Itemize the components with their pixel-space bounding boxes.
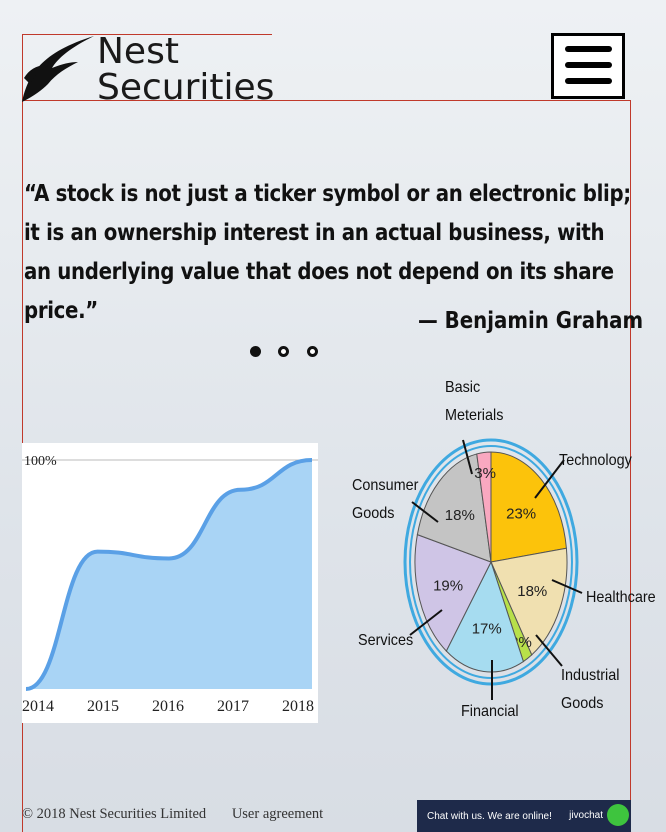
pie-slice-label: 3% bbox=[474, 465, 496, 482]
logo-text: Nest Securities bbox=[97, 34, 274, 106]
logo[interactable]: Nest Securities bbox=[20, 34, 300, 106]
pie-callout-arrow bbox=[535, 634, 563, 667]
area-chart: 100% 2014 2015 2016 2017 2018 bbox=[22, 454, 318, 715]
chat-text: Chat with us. We are online! bbox=[427, 810, 552, 822]
y-tick-label: 100% bbox=[24, 454, 57, 469]
menu-button[interactable] bbox=[551, 33, 625, 99]
swoosh-logo-icon bbox=[22, 36, 94, 102]
x-tick-label: 2017 bbox=[217, 698, 249, 715]
pie-callout-arrow bbox=[409, 609, 443, 636]
pie-category-label: Industrial bbox=[561, 666, 619, 684]
pie-category-label: Financial bbox=[461, 702, 519, 720]
chat-bubble-icon bbox=[607, 804, 629, 826]
chat-widget[interactable]: Chat with us. We are online! jivochat bbox=[417, 800, 631, 832]
pie-callout-arrow bbox=[411, 501, 439, 523]
x-tick-label: 2015 bbox=[87, 698, 119, 715]
logo-line-nest: Nest bbox=[97, 31, 179, 72]
carousel-dot-2[interactable] bbox=[278, 346, 289, 357]
pie-category-label: Consumer bbox=[352, 476, 418, 494]
pie-category-label: Meterials bbox=[445, 406, 504, 424]
footer: © 2018 Nest Securities Limited User agre… bbox=[22, 806, 345, 823]
pie-slice-label: 18% bbox=[445, 507, 475, 524]
pie-category-label: Technology bbox=[559, 451, 632, 469]
pie-slice bbox=[445, 560, 524, 673]
x-tick-label: 2016 bbox=[152, 698, 184, 715]
x-tick-label: 2014 bbox=[22, 698, 54, 715]
pie-slice bbox=[490, 451, 567, 563]
pie-category-label: Goods bbox=[352, 504, 395, 522]
pie-category-label: Services bbox=[358, 631, 414, 649]
carousel-dot-1[interactable] bbox=[250, 346, 261, 357]
area-series-fill bbox=[26, 460, 312, 689]
pie-slice-label: 19% bbox=[433, 577, 463, 594]
pie-chart: 23%18%2%17%19%18%3%TechnologyHealthcareI… bbox=[352, 378, 656, 720]
pie-category-label: Basic bbox=[445, 378, 481, 396]
area-chart-card: 100% 2014 2015 2016 2017 2018 bbox=[22, 443, 318, 723]
frame-line-top bbox=[22, 100, 630, 101]
footer-copyright: © 2018 Nest Securities Limited bbox=[22, 806, 207, 822]
pie-slice bbox=[414, 533, 492, 652]
frame-line-left bbox=[22, 34, 23, 832]
quote-author: — Benjamin Graham bbox=[418, 308, 644, 334]
pie-slice bbox=[490, 547, 568, 656]
pie-slice bbox=[476, 451, 492, 563]
carousel-dot-3[interactable] bbox=[307, 346, 318, 357]
pie-chart-card: 23% 18% 2% 17% 19% 18% 3% Technology Healthcare I… bbox=[330, 370, 656, 730]
frame-line-right bbox=[630, 100, 631, 832]
pie-slice-label: 18% bbox=[517, 583, 547, 600]
chat-brand: jivochat bbox=[569, 810, 603, 821]
x-tick-label: 2018 bbox=[282, 698, 314, 715]
footer-user-agreement-link[interactable]: User agreement bbox=[231, 806, 324, 822]
logo-line-securities: Securities bbox=[97, 67, 275, 108]
pie-callout-arrow bbox=[534, 459, 565, 499]
quote-text: “A stock is not just a ticker symbol or … bbox=[24, 181, 631, 324]
pie-slice-label: 17% bbox=[472, 621, 502, 638]
pie-slice-label: 23% bbox=[506, 505, 536, 522]
pie-slice bbox=[416, 453, 492, 563]
pie-callout-arrow bbox=[462, 439, 473, 475]
pie-category-label: Goods bbox=[561, 694, 604, 712]
pie-callout-arrow bbox=[551, 579, 583, 594]
frame-line-top-left bbox=[22, 34, 272, 35]
carousel-dots bbox=[240, 340, 326, 364]
pie-category-label: Healthcare bbox=[586, 588, 656, 606]
